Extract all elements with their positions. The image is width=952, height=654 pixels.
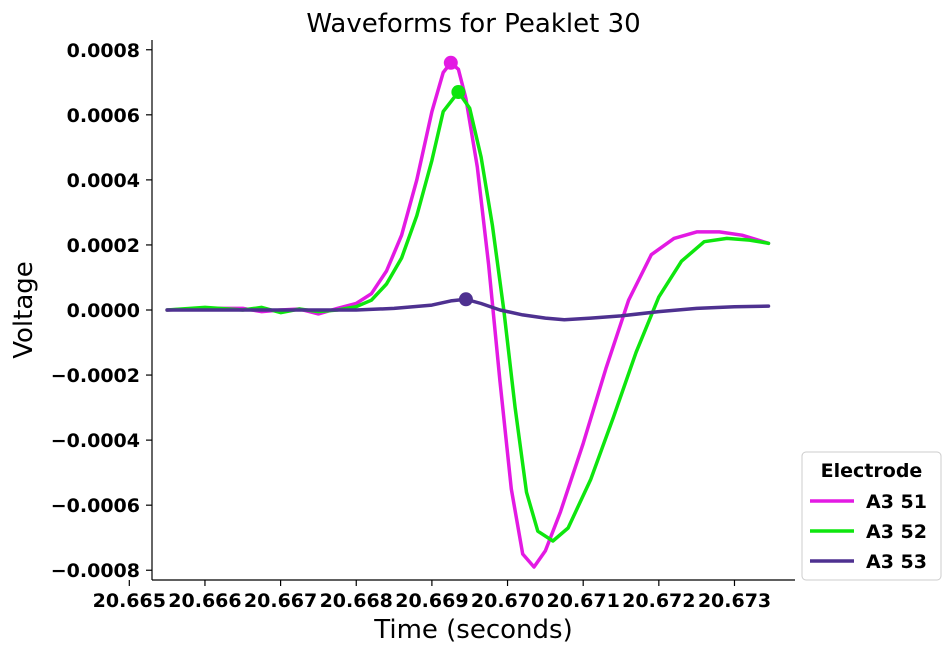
x-tick-label: 20.671	[547, 590, 620, 612]
legend-label-1: A3 52	[866, 521, 927, 543]
legend-label-2: A3 53	[866, 551, 927, 573]
peak-marker-1	[451, 85, 466, 100]
y-tick-label: 0.0004	[67, 170, 140, 192]
series-line-2	[165, 297, 771, 322]
y-tick-label: 0.0008	[67, 40, 140, 62]
series-line-0	[165, 61, 771, 569]
series-lines	[165, 61, 771, 569]
y-tick-label: −0.0008	[51, 560, 140, 582]
y-axis-label: Voltage	[9, 261, 39, 359]
peak-markers	[443, 55, 473, 307]
y-tick-label: −0.0006	[51, 495, 140, 517]
y-tick-label: 0.0006	[67, 105, 140, 127]
x-tick-label: 20.668	[320, 590, 393, 612]
legend-box	[801, 451, 942, 581]
y-axis-ticks: 0.0008 0.0006 0.0004 0.0002 0.0000 −0.0002 −0.…	[51, 40, 152, 582]
y-tick-label: 0.0002	[67, 235, 140, 257]
peak-marker-0	[443, 55, 458, 70]
x-tick-label: 20.670	[471, 590, 544, 612]
x-tick-label: 20.665	[93, 590, 166, 612]
y-tick-label: −0.0004	[51, 430, 140, 452]
x-tick-label: 20.666	[168, 590, 241, 612]
legend: Electrode A3 51 A3 52 A3 53	[801, 451, 942, 581]
x-tick-label: 20.667	[244, 590, 317, 612]
y-tick-label: 0.0000	[67, 300, 140, 322]
x-axis-ticks: 20.665 20.666 20.667 20.668 20.669 20.670 20.6…	[93, 580, 771, 612]
x-axis-label: Time (seconds)	[373, 615, 572, 645]
legend-entries: A3 51 A3 52 A3 53	[810, 491, 927, 573]
x-tick-label: 20.672	[622, 590, 695, 612]
legend-label-0: A3 51	[866, 491, 927, 513]
chart-title: Waveforms for Peaklet 30	[306, 9, 640, 39]
x-tick-label: 20.669	[395, 590, 468, 612]
series-line-1	[165, 90, 771, 543]
peak-marker-2	[458, 292, 473, 307]
x-tick-label: 20.673	[698, 590, 771, 612]
y-tick-label: −0.0002	[51, 365, 140, 387]
legend-title: Electrode	[821, 460, 923, 482]
